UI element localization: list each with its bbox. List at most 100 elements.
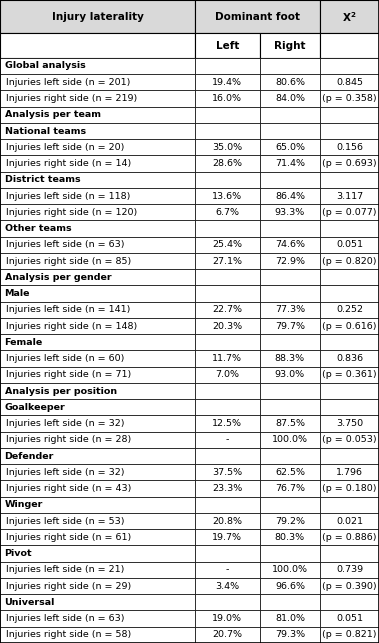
Bar [0, 529, 195, 545]
Bar [260, 253, 320, 269]
Text: (p = 0.821): (p = 0.821) [323, 630, 377, 639]
Text: 20.7%: 20.7% [212, 630, 243, 639]
Bar [260, 318, 320, 334]
Bar [320, 367, 379, 383]
Bar [260, 431, 320, 448]
Text: Injuries right side (n = 219): Injuries right side (n = 219) [6, 94, 137, 103]
Text: (p = 0.886): (p = 0.886) [323, 533, 377, 542]
Bar [320, 578, 379, 594]
Text: 0.021: 0.021 [336, 516, 363, 525]
Text: 3.750: 3.750 [336, 419, 363, 428]
Bar [195, 334, 260, 350]
Text: Injuries left side (n = 201): Injuries left side (n = 201) [6, 78, 130, 87]
Text: 84.0%: 84.0% [275, 94, 305, 103]
Bar [195, 464, 260, 480]
Bar [320, 431, 379, 448]
Bar [320, 221, 379, 237]
Text: 71.4%: 71.4% [275, 159, 305, 168]
Text: 20.8%: 20.8% [212, 516, 243, 525]
Text: 20.3%: 20.3% [212, 322, 243, 331]
Text: 93.0%: 93.0% [275, 370, 305, 379]
Bar [260, 513, 320, 529]
Bar [260, 562, 320, 578]
Bar [195, 367, 260, 383]
Bar [260, 350, 320, 367]
Bar [0, 448, 195, 464]
Bar [0, 107, 195, 123]
Text: 0.252: 0.252 [336, 305, 363, 314]
Bar [320, 58, 379, 74]
Text: Analysis per position: Analysis per position [5, 386, 117, 395]
Text: 76.7%: 76.7% [275, 484, 305, 493]
Bar [320, 480, 379, 496]
Bar [0, 367, 195, 383]
Text: 100.0%: 100.0% [272, 435, 308, 444]
Bar [195, 74, 260, 91]
Bar [0, 464, 195, 480]
Bar [195, 269, 260, 285]
Bar [320, 545, 379, 562]
Text: 16.0%: 16.0% [212, 94, 243, 103]
Text: Injuries right side (n = 14): Injuries right side (n = 14) [6, 159, 131, 168]
Bar [195, 431, 260, 448]
Bar [195, 156, 260, 172]
Bar [260, 172, 320, 188]
Bar [260, 74, 320, 91]
Bar [0, 269, 195, 285]
Text: 13.6%: 13.6% [212, 192, 243, 201]
Bar [320, 123, 379, 139]
Bar [320, 172, 379, 188]
Text: 0.051: 0.051 [336, 240, 363, 249]
Text: (p = 0.358): (p = 0.358) [322, 94, 377, 103]
Text: Injuries right side (n = 85): Injuries right side (n = 85) [6, 257, 131, 266]
Text: Injuries left side (n = 32): Injuries left side (n = 32) [6, 419, 125, 428]
Bar [260, 221, 320, 237]
Text: 19.7%: 19.7% [212, 533, 243, 542]
Bar [195, 627, 260, 643]
Bar [195, 480, 260, 496]
Bar [195, 253, 260, 269]
Bar [195, 562, 260, 578]
Bar [195, 610, 260, 627]
Bar [195, 383, 260, 399]
Bar [320, 107, 379, 123]
Bar [195, 496, 260, 513]
Bar [195, 107, 260, 123]
Text: 0.051: 0.051 [336, 614, 363, 623]
Text: $\mathbf{X^2}$: $\mathbf{X^2}$ [342, 10, 357, 24]
Bar [320, 318, 379, 334]
Bar [320, 285, 379, 302]
Bar [260, 464, 320, 480]
Text: 88.3%: 88.3% [275, 354, 305, 363]
Bar [0, 594, 195, 610]
Bar [0, 0, 195, 33]
Bar [260, 237, 320, 253]
Text: 79.2%: 79.2% [275, 516, 305, 525]
Bar [195, 415, 260, 431]
Bar [320, 74, 379, 91]
Bar [0, 156, 195, 172]
Bar [320, 594, 379, 610]
Bar [195, 302, 260, 318]
Bar [260, 107, 320, 123]
Text: -: - [226, 435, 229, 444]
Bar [260, 399, 320, 415]
Bar [195, 58, 260, 74]
Text: 25.4%: 25.4% [212, 240, 243, 249]
Bar [320, 627, 379, 643]
Bar [320, 464, 379, 480]
Text: 3.117: 3.117 [336, 192, 363, 201]
Bar [260, 302, 320, 318]
Bar [0, 627, 195, 643]
Bar [0, 562, 195, 578]
Text: 74.6%: 74.6% [275, 240, 305, 249]
Bar [195, 221, 260, 237]
Bar [260, 545, 320, 562]
Bar [260, 33, 320, 58]
Text: Injuries right side (n = 61): Injuries right side (n = 61) [6, 533, 131, 542]
Text: 0.836: 0.836 [336, 354, 363, 363]
Text: Injuries right side (n = 148): Injuries right side (n = 148) [6, 322, 137, 331]
Text: 87.5%: 87.5% [275, 419, 305, 428]
Text: Left: Left [216, 41, 239, 51]
Bar [195, 0, 320, 33]
